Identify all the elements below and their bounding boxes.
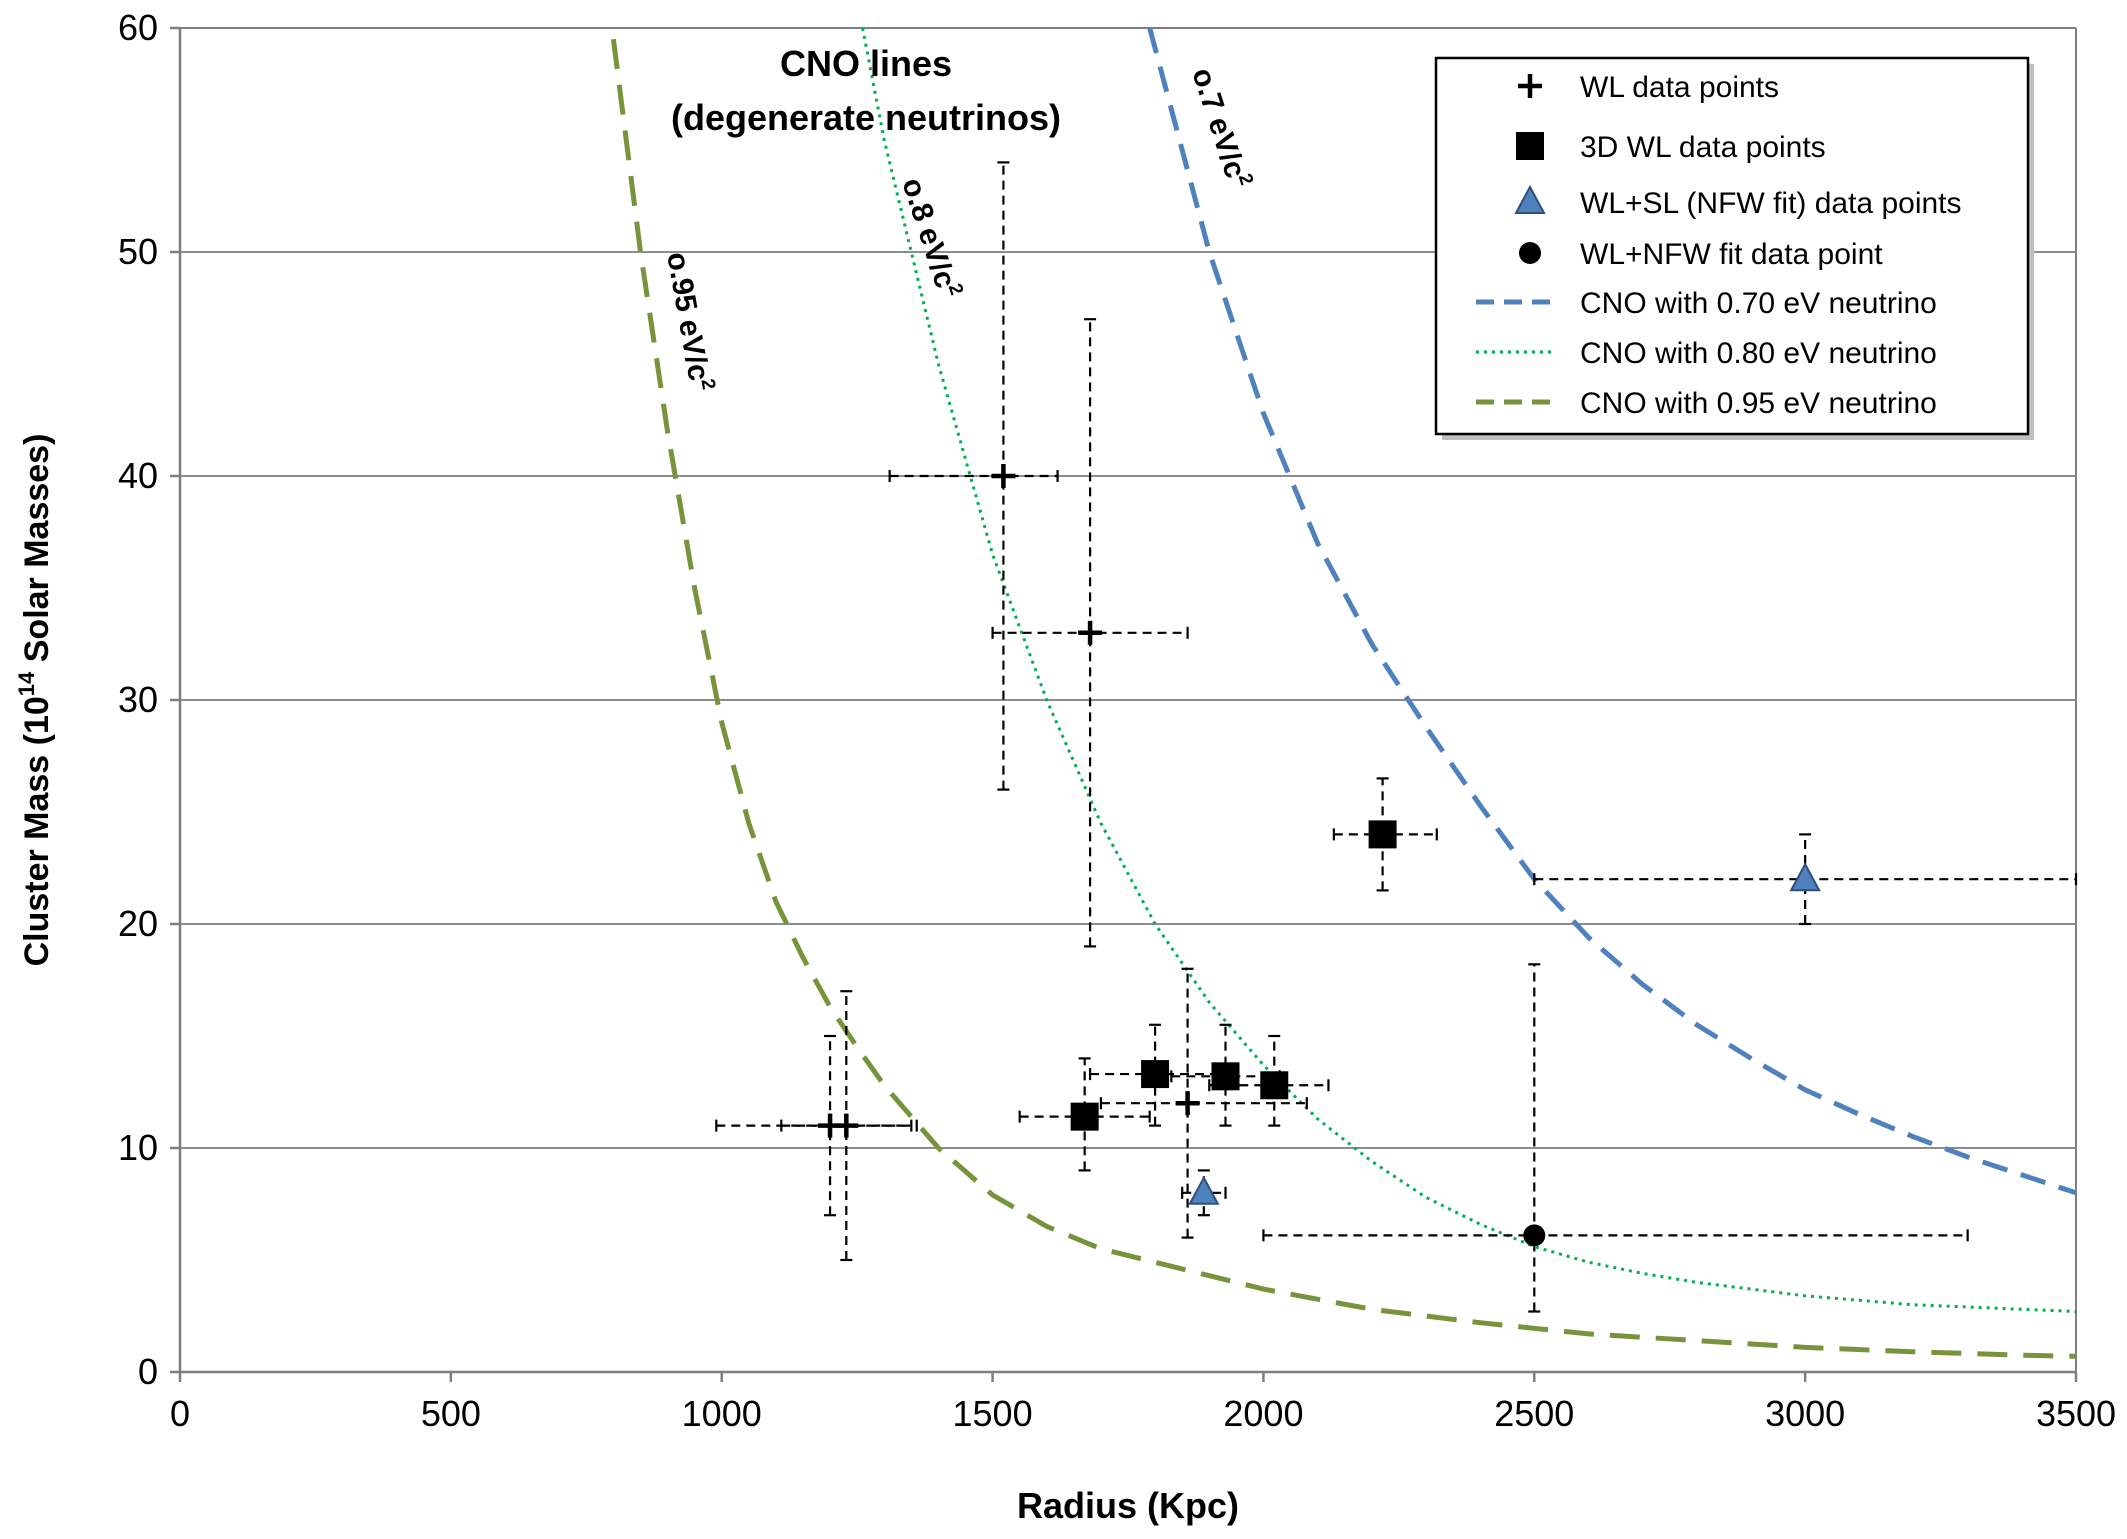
- legend-entry: CNO with 0.80 eV neutrino: [1476, 337, 1937, 370]
- legend-entry: 3D WL data points: [1516, 131, 1826, 164]
- cno-lines-subtitle: (degenerate neutrinos): [671, 97, 1061, 138]
- data-markers: [818, 464, 1821, 1247]
- x-tick-label: 3000: [1765, 1393, 1845, 1434]
- curve-cno-with-0-80-ev-neutrino: [861, 28, 2076, 1313]
- legend-entry: CNO with 0.70 eV neutrino: [1476, 287, 1937, 320]
- legend-label: CNO with 0.80 eV neutrino: [1580, 337, 1937, 370]
- marker-plus: [1175, 1091, 1200, 1116]
- legend-label: CNO with 0.70 eV neutrino: [1580, 287, 1937, 320]
- marker-square: [1141, 1060, 1170, 1089]
- cno-lines-title: CNO lines: [780, 43, 952, 84]
- axes: 0 10 20 30 40 50 60 0 500 1000 1500 2000 2500 3000 350…: [118, 7, 2116, 1434]
- x-tick-label: 1000: [682, 1393, 762, 1434]
- marker-square: [1368, 820, 1397, 849]
- marker-circle: [1523, 1224, 1546, 1247]
- marker-square: [1211, 1062, 1240, 1091]
- legend-marker: [1516, 132, 1544, 160]
- error-bar: [888, 161, 1059, 791]
- legend-marker: [1519, 242, 1541, 264]
- legend: WL data points 3D WL data points WL+SL (NF…: [1434, 56, 2034, 440]
- marker-square: [1070, 1102, 1099, 1131]
- x-tick-label: 2500: [1494, 1393, 1574, 1434]
- legend-entry: CNO with 0.95 eV neutrino: [1476, 387, 1937, 420]
- x-tick-label: 2000: [1223, 1393, 1303, 1434]
- x-tick-label: 0: [170, 1393, 190, 1434]
- model-curves: [610, 28, 2076, 1359]
- marker-square: [1260, 1071, 1289, 1100]
- curve-cno-with-0-95-ev-neutrino: [610, 38, 2076, 1359]
- legend-label: CNO with 0.95 eV neutrino: [1580, 387, 1937, 420]
- y-tick-label: 20: [118, 903, 158, 944]
- y-tick-label: 60: [118, 7, 158, 48]
- legend-label: 3D WL data points: [1580, 131, 1826, 164]
- error-bar: [1262, 963, 1969, 1313]
- legend-marker: [1514, 184, 1546, 214]
- x-tick-label: 500: [421, 1393, 481, 1434]
- legend-entry: WL+SL (NFW fit) data points: [1514, 184, 1962, 220]
- curve-cno-with-0-70-ev-neutrino: [1147, 28, 2076, 1196]
- x-axis-label: Radius (Kpc): [1017, 1485, 1239, 1526]
- legend-label: WL+SL (NFW fit) data points: [1580, 187, 1962, 220]
- legend-label: WL+NFW fit data point: [1580, 238, 1883, 271]
- x-tick-label: 1500: [953, 1393, 1033, 1434]
- error-bar: [1099, 967, 1308, 1239]
- y-tick-label: 10: [118, 1127, 158, 1168]
- legend-entry: WL+NFW fit data point: [1519, 238, 1883, 271]
- y-tick-label: 50: [118, 231, 158, 272]
- x-tick-label: 3500: [2036, 1393, 2116, 1434]
- marker-triangle: [1188, 1175, 1220, 1205]
- marker-triangle: [1789, 862, 1821, 892]
- legend-marker: [1518, 74, 1542, 98]
- axis-labels: Radius (Kpc) Cluster Mass (1014 Solar Mas…: [14, 434, 1239, 1526]
- y-axis-label: Cluster Mass (1014 Solar Masses): [14, 434, 56, 967]
- marker-plus: [991, 464, 1016, 488]
- y-tick-label: 40: [118, 455, 158, 496]
- marker-plus: [834, 1113, 859, 1138]
- y-tick-label: 0: [138, 1351, 158, 1392]
- legend-label: WL data points: [1580, 71, 1779, 104]
- marker-plus: [1078, 620, 1103, 645]
- legend-entry: WL data points: [1518, 71, 1779, 104]
- y-tick-label: 30: [118, 679, 158, 720]
